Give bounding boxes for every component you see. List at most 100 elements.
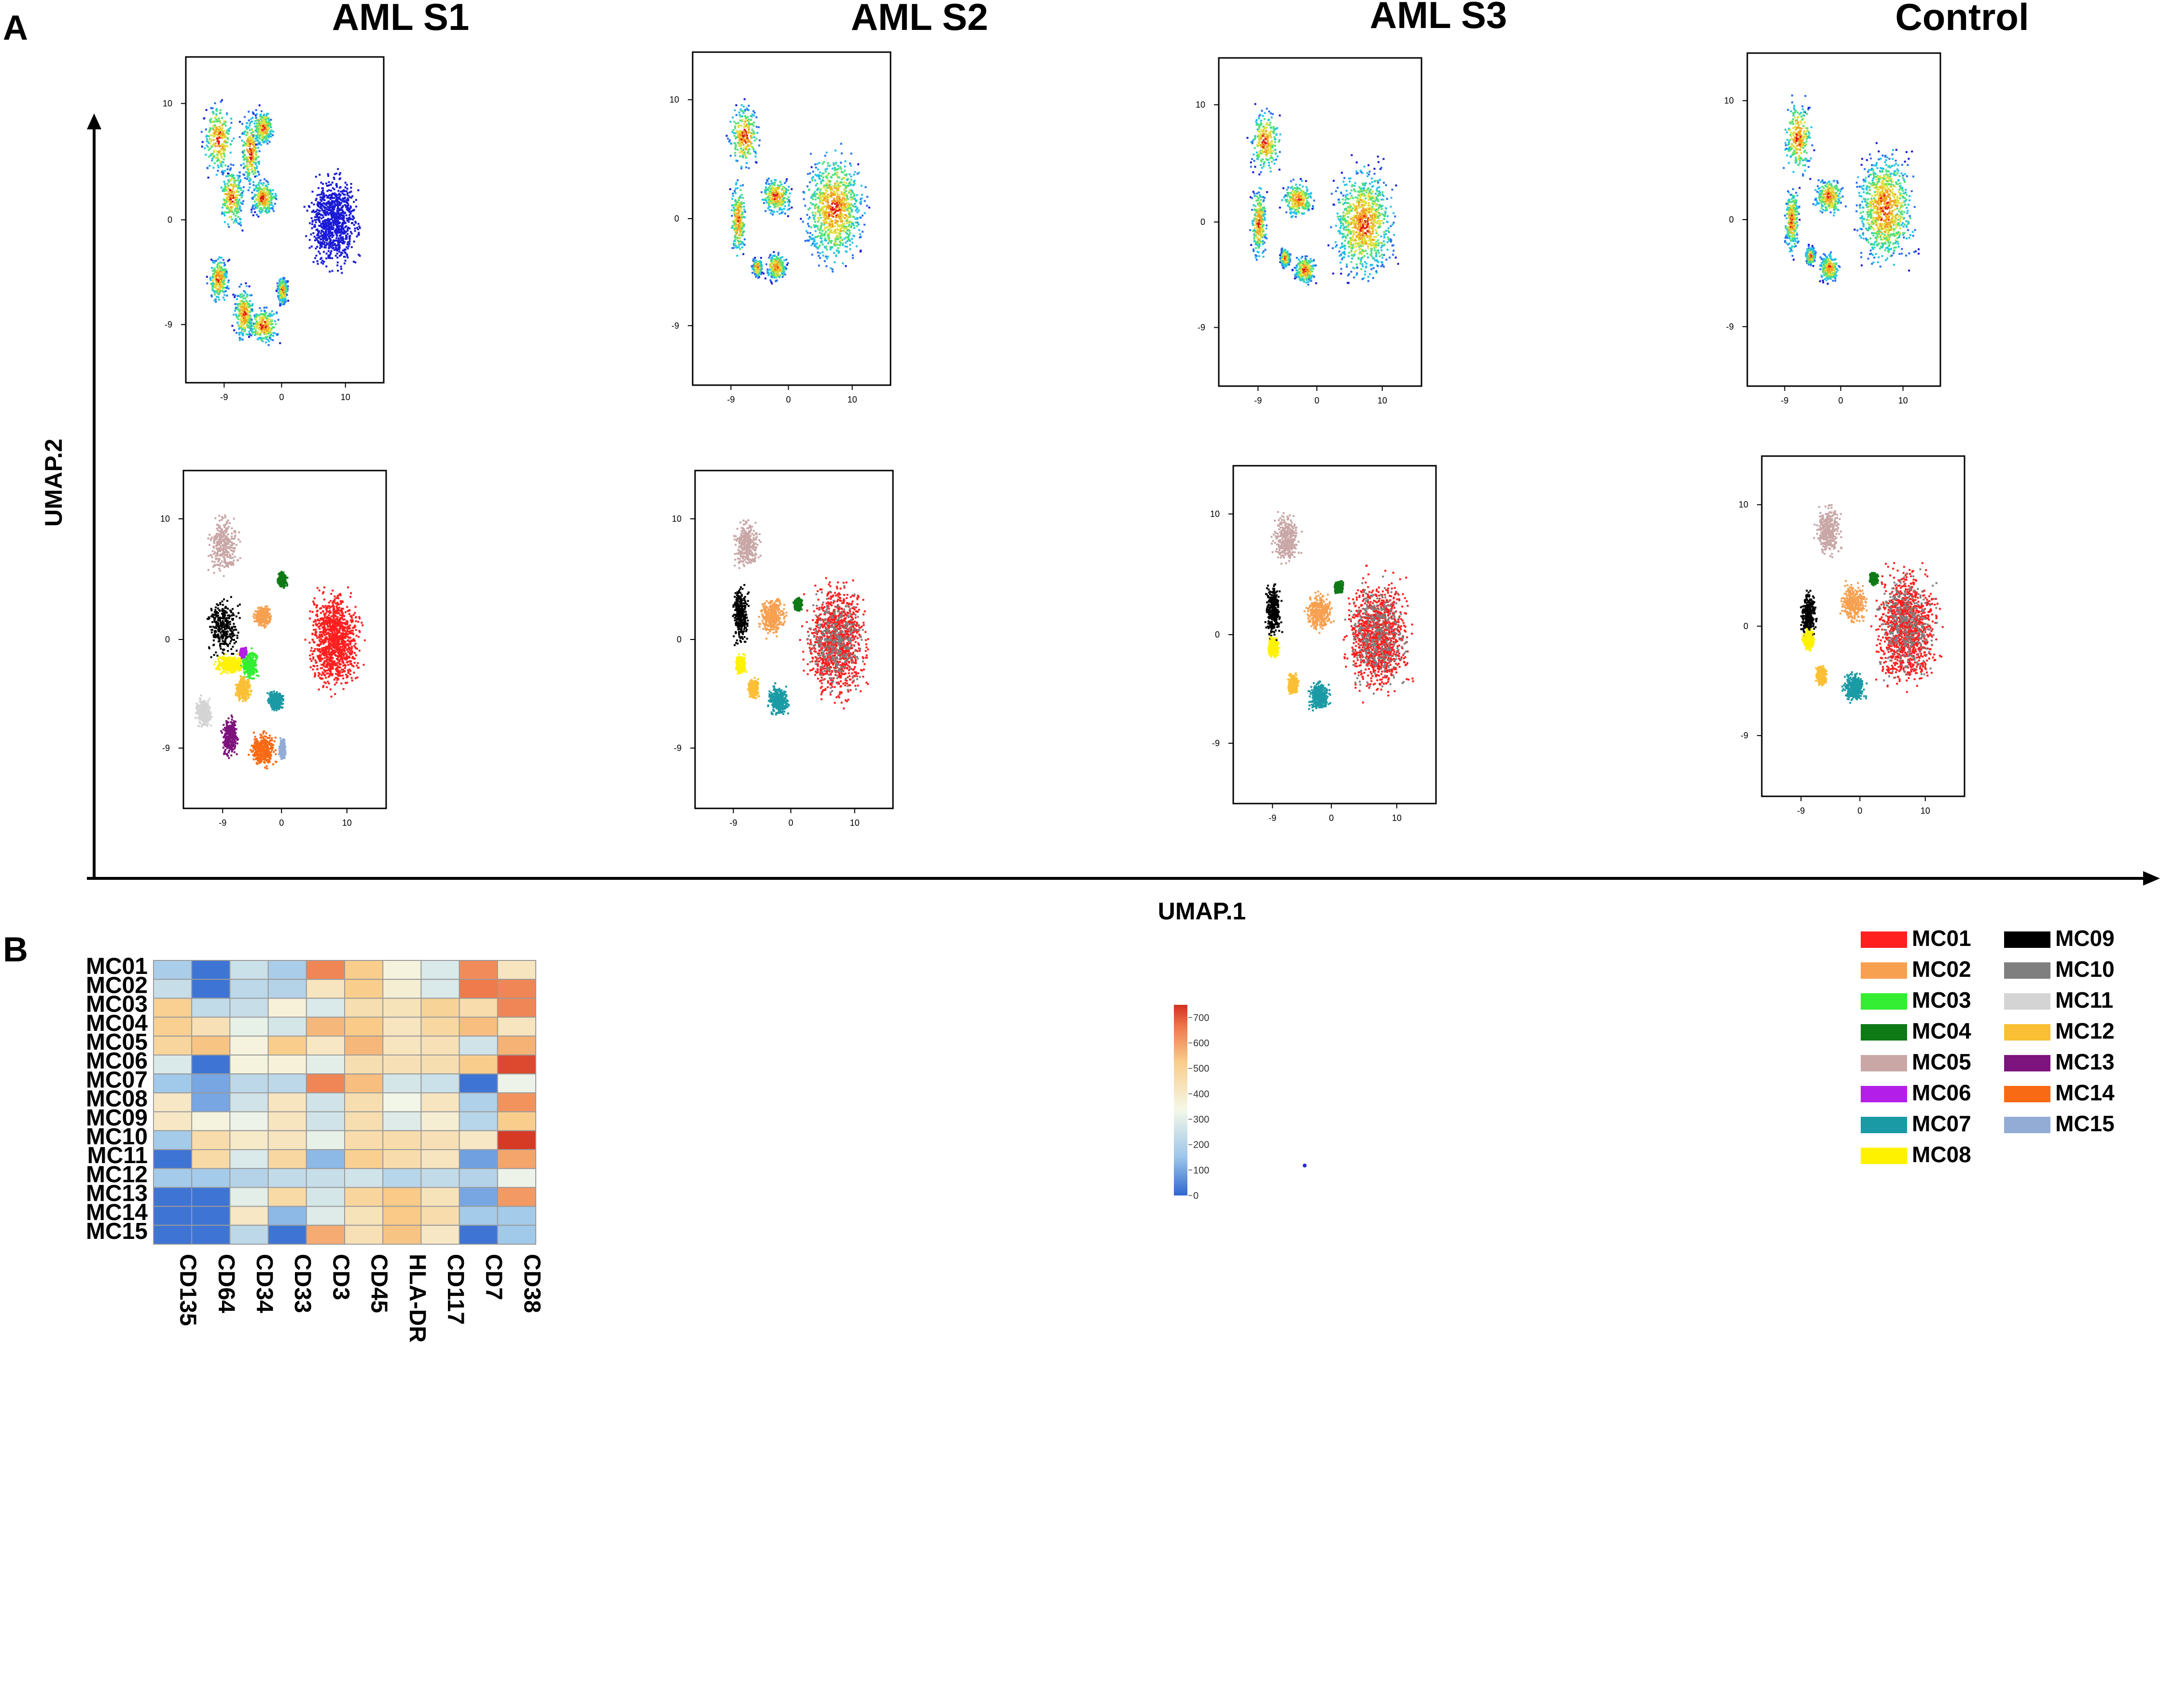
density-point bbox=[281, 282, 283, 284]
density-point bbox=[209, 130, 211, 132]
density-point bbox=[217, 145, 219, 147]
density-point bbox=[245, 307, 247, 309]
density-point bbox=[286, 290, 288, 292]
density-plot-frame bbox=[186, 57, 384, 383]
density-point bbox=[263, 207, 265, 209]
density-point bbox=[211, 267, 213, 269]
density-point bbox=[261, 190, 263, 192]
density-point bbox=[228, 279, 230, 281]
density-point bbox=[227, 166, 229, 167]
density-point bbox=[223, 277, 225, 279]
density-point bbox=[239, 207, 241, 209]
density-point bbox=[234, 184, 236, 186]
density-point bbox=[266, 330, 268, 332]
density-point bbox=[212, 290, 214, 292]
density-point bbox=[257, 327, 259, 329]
density-point bbox=[267, 321, 269, 323]
density-point bbox=[217, 258, 219, 260]
density-point bbox=[240, 224, 242, 226]
density-point bbox=[215, 276, 217, 278]
density-point bbox=[252, 181, 254, 183]
density-point bbox=[228, 128, 230, 130]
density-point bbox=[265, 185, 267, 187]
density-plot-1: -9 0 10100-9 bbox=[163, 57, 384, 402]
density-point bbox=[241, 308, 243, 310]
density-point bbox=[262, 326, 264, 328]
density-point bbox=[210, 107, 212, 109]
density-point bbox=[233, 174, 235, 176]
density-point bbox=[230, 143, 232, 145]
density-point bbox=[269, 313, 271, 315]
density-point bbox=[257, 156, 259, 158]
density-point bbox=[257, 184, 259, 186]
density-point bbox=[270, 195, 272, 197]
density-point bbox=[264, 310, 265, 312]
density-point bbox=[260, 182, 262, 184]
density-point bbox=[217, 154, 219, 156]
density-point bbox=[233, 192, 235, 194]
density-point bbox=[234, 177, 236, 179]
density-point bbox=[222, 211, 223, 213]
density-point bbox=[241, 306, 243, 308]
density-point bbox=[234, 296, 236, 298]
density-point bbox=[226, 132, 228, 134]
density-point bbox=[216, 128, 218, 130]
density-point bbox=[226, 168, 228, 170]
density-point bbox=[254, 194, 256, 196]
density-point bbox=[241, 296, 243, 298]
density-point bbox=[224, 185, 226, 187]
density-point bbox=[245, 143, 247, 145]
density-point bbox=[248, 111, 250, 112]
density-point bbox=[285, 288, 287, 290]
density-point bbox=[247, 173, 249, 175]
density-point bbox=[269, 337, 271, 339]
density-point bbox=[250, 179, 251, 181]
density-point bbox=[251, 308, 253, 310]
density-point bbox=[230, 206, 232, 208]
density-point bbox=[240, 323, 242, 325]
density-point bbox=[223, 294, 225, 296]
density-point bbox=[266, 315, 268, 317]
density-point bbox=[226, 183, 228, 185]
density-point bbox=[270, 322, 272, 324]
density-point bbox=[237, 177, 239, 179]
density-point bbox=[232, 188, 234, 190]
density-point bbox=[257, 338, 259, 340]
density-point bbox=[223, 123, 225, 125]
density-point bbox=[256, 214, 258, 216]
density-point bbox=[202, 141, 204, 143]
density-point bbox=[236, 206, 237, 208]
density-point bbox=[208, 156, 210, 158]
density-point bbox=[236, 317, 238, 319]
density-point bbox=[218, 117, 220, 119]
density-point bbox=[217, 165, 219, 167]
density-point bbox=[287, 285, 289, 287]
density-point bbox=[240, 311, 242, 313]
density-point bbox=[237, 322, 238, 324]
density-point bbox=[261, 337, 263, 339]
density-point bbox=[216, 121, 218, 123]
density-point bbox=[206, 282, 208, 284]
density-point bbox=[240, 210, 242, 212]
density-point bbox=[238, 199, 240, 201]
density-point bbox=[236, 191, 238, 193]
density-point bbox=[240, 164, 242, 166]
density-point bbox=[260, 324, 262, 326]
density-point bbox=[256, 166, 258, 167]
density-point bbox=[251, 325, 252, 327]
sample-title-2: AML S2 bbox=[851, 0, 989, 38]
density-point bbox=[261, 200, 263, 202]
density-point bbox=[225, 276, 227, 278]
density-point bbox=[251, 303, 253, 305]
density-point bbox=[233, 329, 235, 331]
density-point bbox=[255, 329, 257, 331]
density-point bbox=[244, 177, 246, 179]
density-point bbox=[234, 303, 236, 305]
density-point bbox=[219, 285, 221, 287]
density-point bbox=[257, 333, 259, 335]
density-point bbox=[247, 168, 249, 170]
density-point bbox=[226, 145, 228, 147]
density-point bbox=[279, 303, 281, 305]
density-point bbox=[263, 330, 265, 332]
density-point bbox=[255, 185, 257, 187]
